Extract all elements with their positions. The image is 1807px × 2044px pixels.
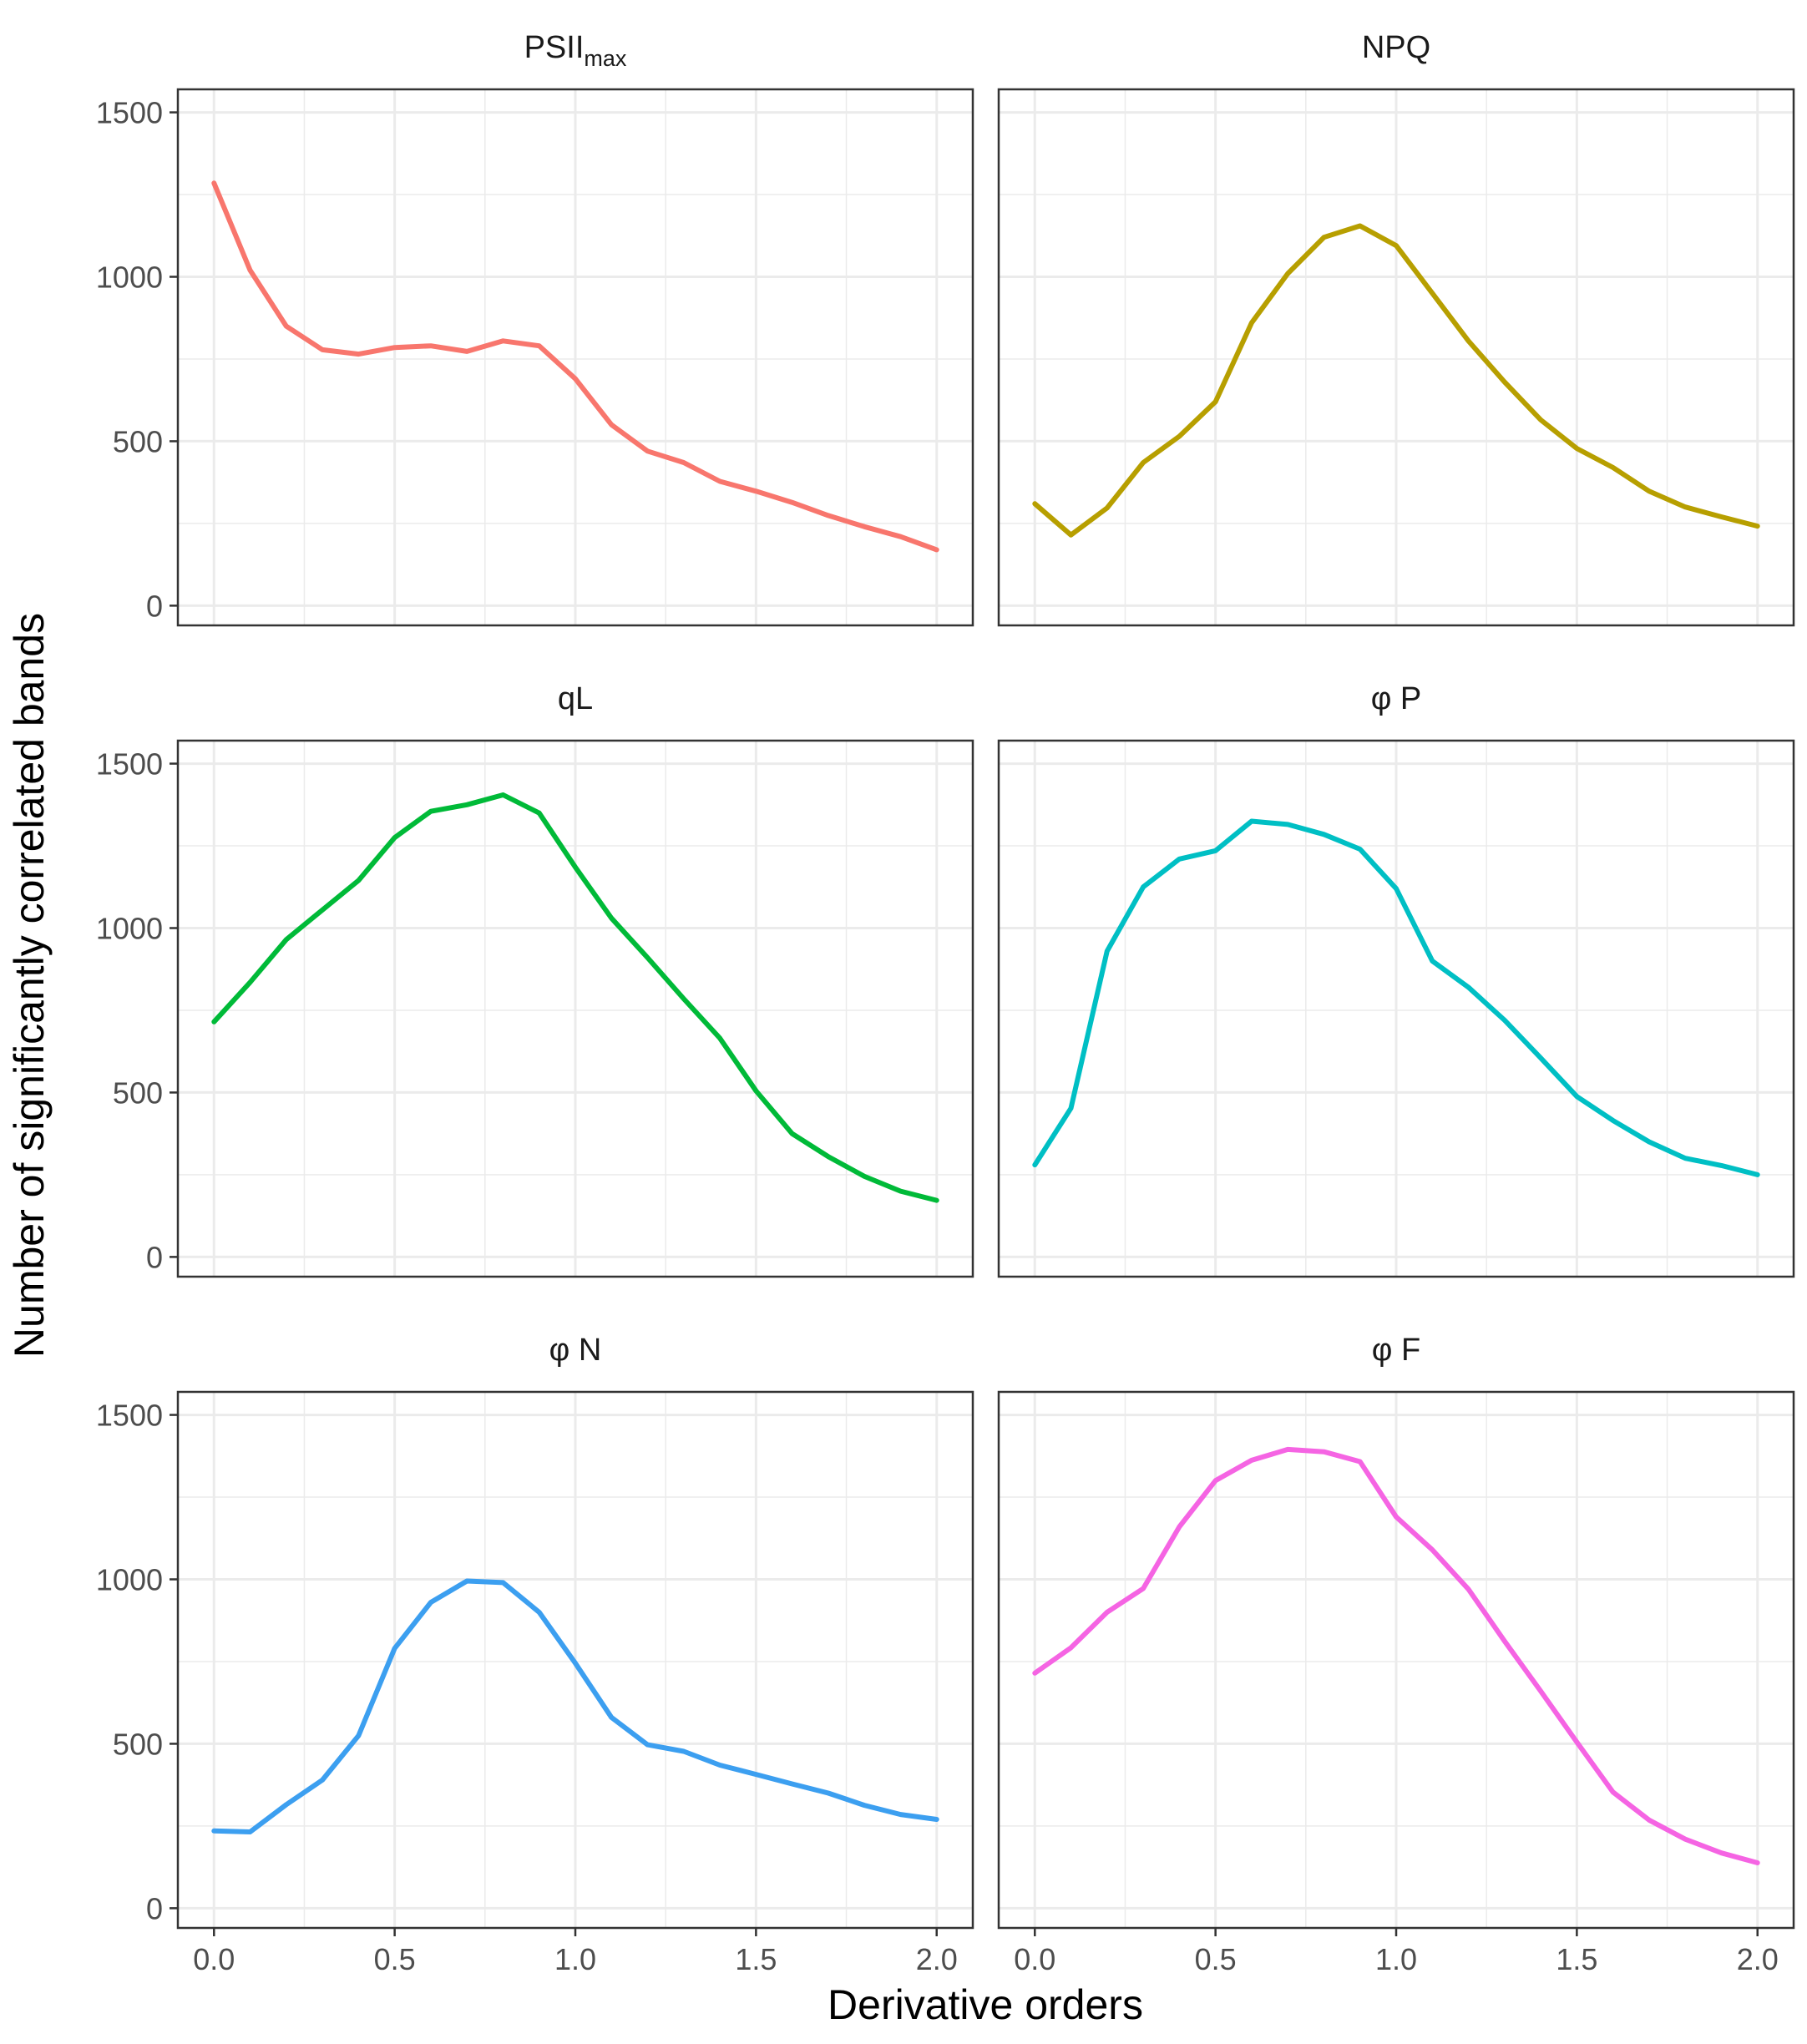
- y-axis-title: Number of significantly correlated bands: [6, 613, 53, 1358]
- y-tick-label: 1000: [96, 912, 163, 946]
- panel-title: φ F: [1372, 1333, 1420, 1368]
- x-tick-label: 0.0: [1014, 1942, 1055, 1976]
- panels: PSIImax 0 500 1000 1500 NPQ qL 0 500 1000 1500 φ P φ…: [96, 30, 1795, 1976]
- y-tick-label: 1500: [96, 96, 163, 130]
- panel-6: φ F 0.0 0.5 1.0 1.5 2.0: [997, 1333, 1795, 1976]
- x-tick-label: 0.0: [193, 1942, 235, 1976]
- x-tick-label: 2.0: [1737, 1942, 1779, 1976]
- y-tick-label: 500: [113, 1075, 163, 1110]
- x-tick-label: 1.5: [735, 1942, 777, 1976]
- y-tick-label: 1000: [96, 1563, 163, 1597]
- y-tick-label: 0: [146, 1240, 163, 1274]
- panel-title: qL: [558, 681, 593, 716]
- x-tick-label: 0.5: [1195, 1942, 1237, 1976]
- series-line-φ-F: [1032, 1446, 1760, 1865]
- panel-5: φ N 0 500 1000 1500 0.0 0.5 1.0 1.5 2.0: [96, 1333, 974, 1976]
- panel-1: PSIImax 0 500 1000 1500: [96, 30, 974, 627]
- series-line-qL: [211, 792, 939, 1203]
- panel-title: NPQ: [1362, 30, 1430, 65]
- x-tick-label: 1.5: [1556, 1942, 1597, 1976]
- series-line-NPQ: [1032, 223, 1760, 538]
- series-line-φ-P: [1032, 818, 1760, 1177]
- y-tick-label: 1500: [96, 747, 163, 782]
- panel-3: qL 0 500 1000 1500: [96, 681, 974, 1278]
- series-line-PSIImax: [211, 180, 939, 553]
- y-tick-label: 1500: [96, 1399, 163, 1433]
- panel-4: φ P: [997, 681, 1795, 1278]
- panel-title: φ N: [549, 1333, 602, 1368]
- y-tick-label: 500: [113, 1727, 163, 1761]
- x-tick-label: 0.5: [374, 1942, 416, 1976]
- panel-border: [176, 88, 974, 627]
- panel-title: PSIImax: [524, 30, 627, 71]
- panel-border: [997, 739, 1795, 1278]
- panel-2: NPQ: [997, 30, 1795, 627]
- series-line-φ-N: [211, 1578, 939, 1834]
- y-tick-label: 0: [146, 1891, 163, 1925]
- x-tick-label: 2.0: [916, 1942, 958, 1976]
- x-tick-label: 1.0: [554, 1942, 596, 1976]
- panel-title: φ P: [1371, 681, 1422, 716]
- y-tick-label: 500: [113, 424, 163, 458]
- y-tick-label: 1000: [96, 261, 163, 295]
- y-tick-label: 0: [146, 589, 163, 623]
- x-axis-title: Derivative orders: [828, 1981, 1143, 2028]
- x-tick-label: 1.0: [1375, 1942, 1417, 1976]
- panel-border: [176, 739, 974, 1278]
- panel-border: [997, 88, 1795, 627]
